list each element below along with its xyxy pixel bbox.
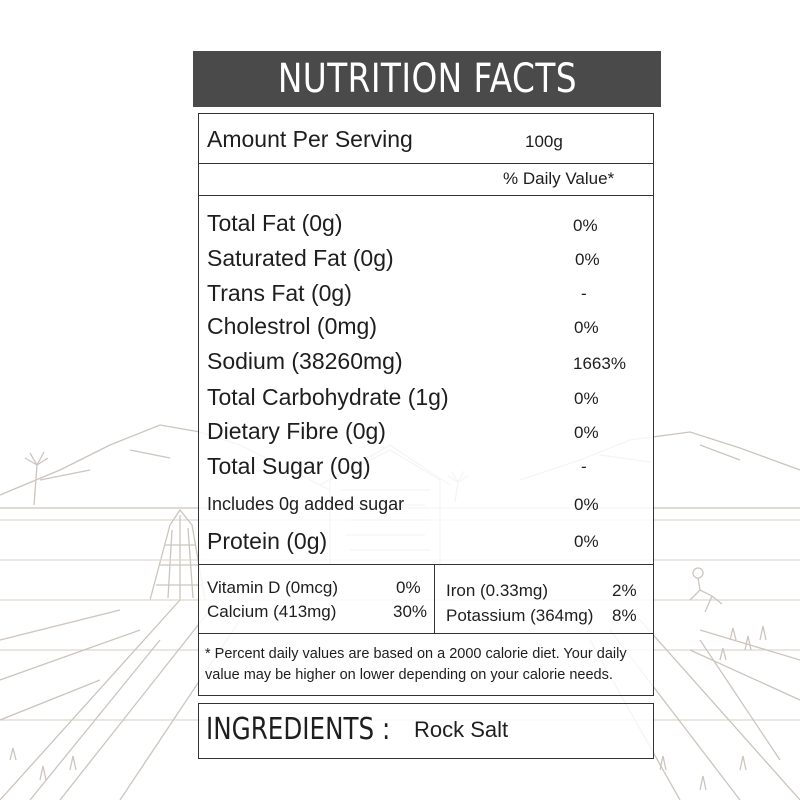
- nutrient-label: Trans Fat (0g): [207, 280, 352, 306]
- mineral-label: Iron (0.33mg): [446, 581, 549, 600]
- nutrition-facts-header: NUTRITION FACTS: [193, 51, 661, 107]
- nutrient-value: 0%: [574, 318, 599, 337]
- nutrient-value: 0%: [573, 216, 598, 235]
- nutrient-label: Total Sugar (0g): [207, 453, 371, 479]
- nutrient-value: 0%: [574, 423, 599, 442]
- nutrient-label: Sodium (38260mg): [207, 348, 403, 374]
- daily-value-row: [198, 163, 654, 196]
- serving-label: Amount Per Serving: [207, 126, 413, 152]
- mineral-value: 0%: [396, 578, 421, 597]
- mineral-value: 2%: [612, 581, 637, 600]
- minerals-left-box: [198, 564, 435, 634]
- daily-value-header: % Daily Value*: [503, 169, 615, 188]
- nutrient-value: 0%: [574, 532, 599, 551]
- nutrient-label: Saturated Fat (0g): [207, 245, 394, 271]
- serving-size: 100g: [525, 132, 563, 151]
- nutrient-label: Total Carbohydrate (1g): [207, 384, 449, 410]
- header-title: NUTRITION FACTS: [277, 56, 577, 102]
- nutrient-label: Total Fat (0g): [207, 210, 343, 236]
- nutrient-value: 0%: [574, 495, 599, 514]
- nutrient-value: 0%: [574, 389, 599, 408]
- ingredients-box: [198, 703, 654, 759]
- mineral-label: Vitamin D (0mcg): [207, 578, 338, 597]
- nutrient-label: Cholestrol (0mg): [207, 313, 377, 339]
- nutrient-label: Dietary Fibre (0g): [207, 418, 386, 444]
- mineral-label: Calcium (413mg): [207, 602, 337, 621]
- nutrient-value: -: [581, 457, 587, 476]
- footnote-line: * Percent daily values are based on a 20…: [205, 646, 627, 662]
- nutrient-value: 1663%: [573, 354, 626, 373]
- nutrient-label: Protein (0g): [207, 528, 328, 554]
- mineral-value: 8%: [612, 606, 637, 625]
- nutrient-value: 0%: [575, 250, 600, 269]
- mineral-value: 30%: [393, 602, 428, 621]
- nutrient-label: Includes 0g added sugar: [207, 494, 405, 514]
- mineral-label: Potassium (364mg): [446, 606, 594, 625]
- ingredients-value: Rock Salt: [414, 717, 509, 742]
- footnote-box: [198, 633, 654, 696]
- label-panel: [198, 113, 654, 759]
- ingredients-label: INGREDIENTS :: [206, 712, 391, 747]
- footnote-line: value may be higher on lower depending o…: [205, 667, 613, 683]
- nutrient-value: -: [581, 284, 587, 303]
